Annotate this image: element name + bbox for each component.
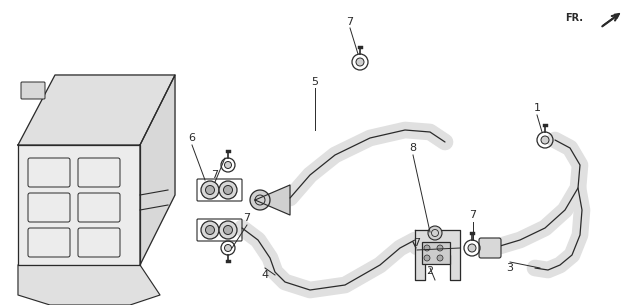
Text: 4: 4 (261, 270, 269, 280)
Circle shape (219, 181, 237, 199)
Text: 8: 8 (410, 143, 417, 153)
Polygon shape (358, 46, 362, 49)
Circle shape (223, 225, 232, 235)
Circle shape (437, 255, 443, 261)
Text: 3: 3 (506, 263, 513, 273)
Circle shape (201, 181, 219, 199)
Text: 7: 7 (243, 213, 251, 223)
Text: 7: 7 (211, 170, 219, 180)
Circle shape (541, 136, 549, 144)
Circle shape (219, 221, 237, 239)
Polygon shape (255, 185, 290, 215)
Circle shape (428, 226, 442, 240)
Circle shape (205, 185, 214, 195)
Polygon shape (18, 145, 140, 265)
Text: 1: 1 (534, 103, 541, 113)
Text: 6: 6 (189, 133, 195, 143)
Circle shape (424, 255, 430, 261)
Text: 7: 7 (469, 210, 477, 220)
Text: 7: 7 (413, 238, 420, 248)
Circle shape (468, 244, 476, 252)
Circle shape (205, 225, 214, 235)
Circle shape (250, 190, 270, 210)
FancyBboxPatch shape (21, 82, 45, 99)
Circle shape (225, 162, 232, 168)
Text: 5: 5 (312, 77, 319, 87)
Polygon shape (415, 230, 460, 280)
Polygon shape (543, 124, 547, 127)
Circle shape (201, 221, 219, 239)
Polygon shape (225, 150, 230, 153)
Circle shape (437, 245, 443, 251)
Bar (422, 242, 450, 264)
FancyBboxPatch shape (479, 238, 501, 258)
Text: 2: 2 (426, 266, 433, 276)
Circle shape (225, 245, 232, 252)
Polygon shape (18, 75, 175, 145)
Circle shape (424, 245, 430, 251)
Polygon shape (140, 75, 175, 265)
Text: 7: 7 (346, 17, 353, 27)
Polygon shape (225, 260, 230, 263)
Text: FR.: FR. (565, 13, 583, 23)
Polygon shape (18, 265, 160, 305)
Polygon shape (470, 232, 474, 235)
Circle shape (356, 58, 364, 66)
Circle shape (223, 185, 232, 195)
